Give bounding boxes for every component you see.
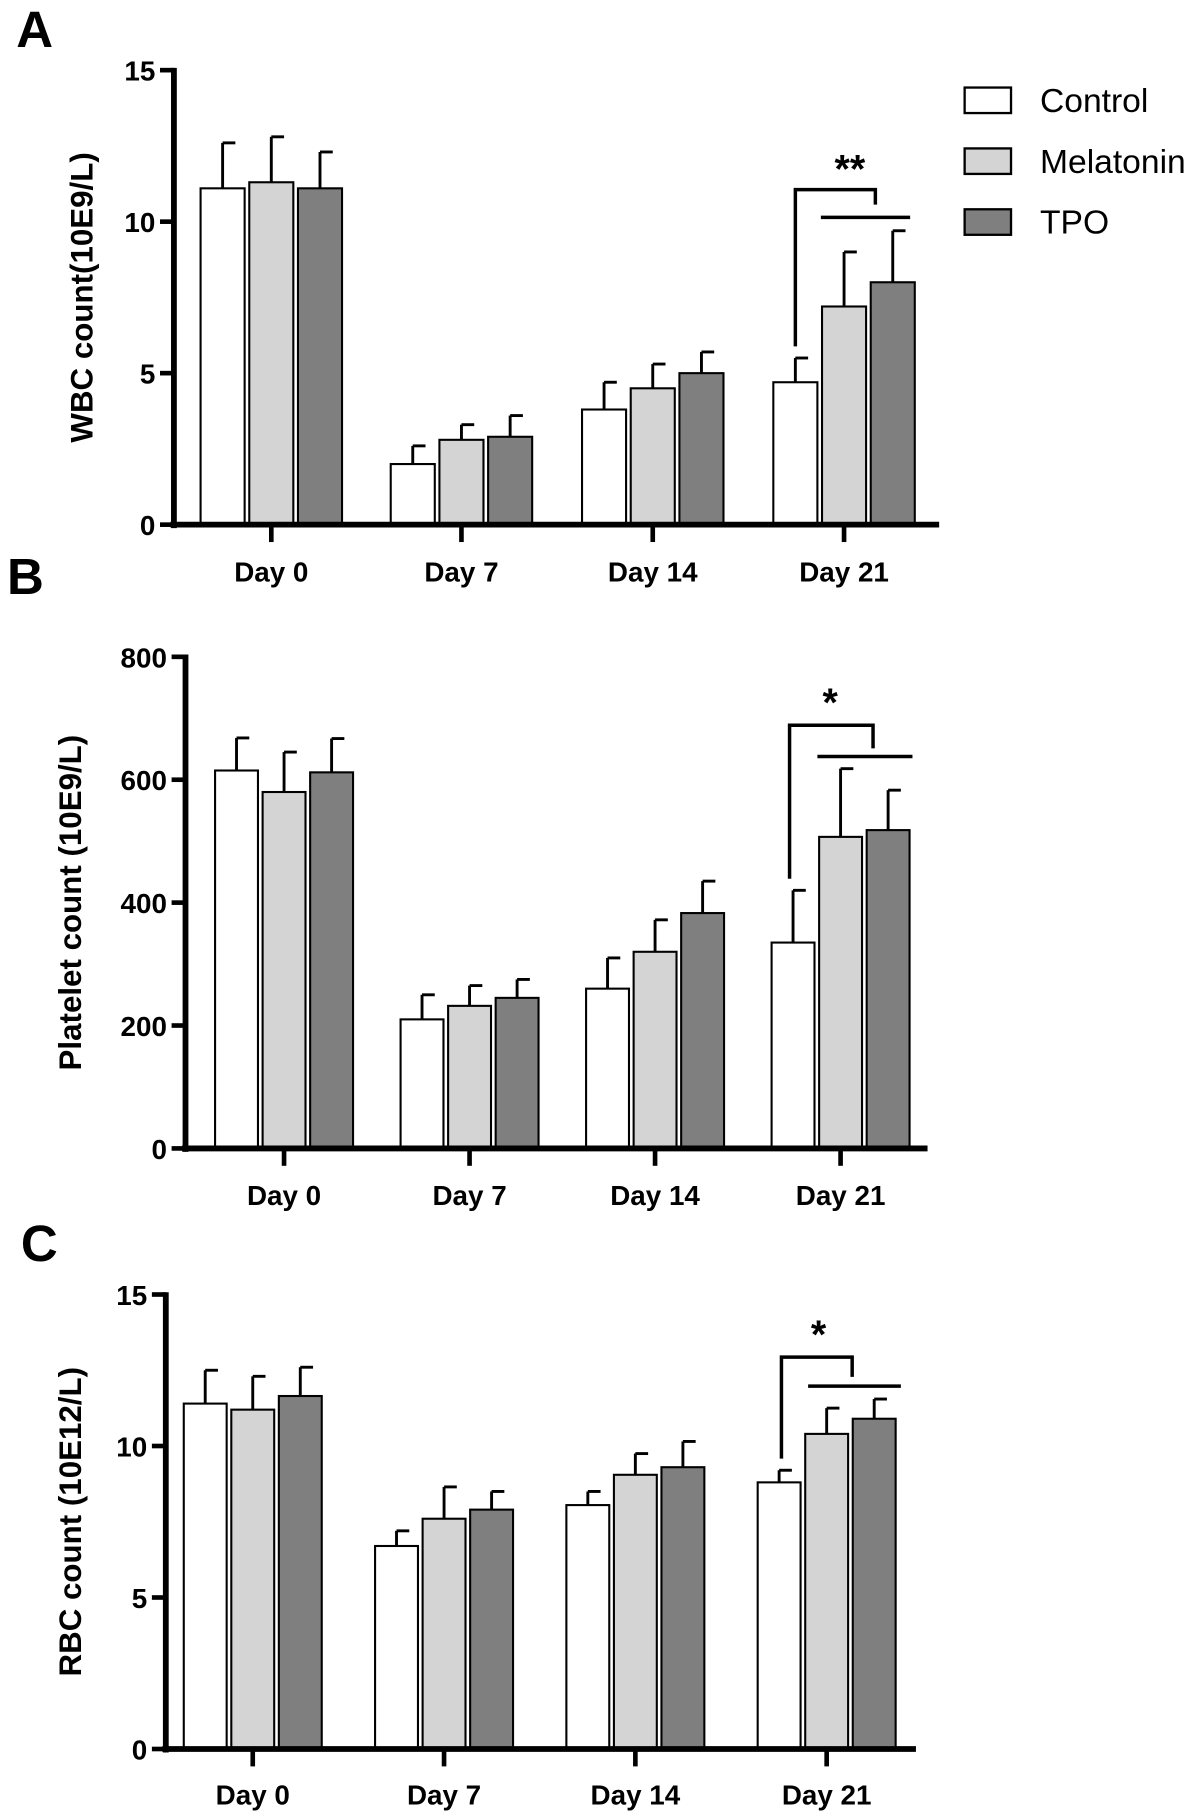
legend: Control Melatonin TPO [963, 83, 1186, 242]
legend-label: Control [1040, 83, 1148, 120]
bar-control-day-21 [756, 1481, 802, 1751]
x-tick-label: Day 0 [234, 556, 308, 587]
bar-control-day-0 [182, 1402, 228, 1751]
y-axis-label: WBC count(10E9/L) [65, 152, 100, 442]
bar-control-day-0 [214, 769, 260, 1150]
y-tick-label: 15 [116, 1280, 147, 1311]
y-tick-label: 0 [140, 510, 155, 541]
panel-letter: B [7, 548, 44, 605]
significance-annotation: * [811, 1313, 827, 1357]
bar-control-day-14 [565, 1504, 611, 1751]
bar-melatonin-day-7 [447, 1004, 493, 1150]
x-tick-label: Day 14 [608, 556, 698, 587]
y-tick-label: 5 [132, 1583, 147, 1614]
y-tick-label: 10 [124, 207, 155, 238]
legend-swatch-tpo [963, 208, 1013, 236]
bar-melatonin-day-14 [629, 387, 676, 526]
y-tick-label: 800 [121, 642, 167, 673]
bar-melatonin-day-7 [421, 1517, 467, 1751]
y-tick-label: 0 [132, 1734, 147, 1765]
bar-control-day-7 [374, 1544, 420, 1751]
bar-tpo-day-14 [678, 372, 725, 526]
y-axis-label: Platelet count (10E9/L) [53, 735, 88, 1071]
bar-tpo-day-7 [494, 996, 540, 1150]
bar-tpo-day-0 [296, 187, 344, 526]
bar-tpo-day-21 [851, 1417, 897, 1751]
bar-control-day-14 [585, 987, 631, 1150]
bar-melatonin-day-7 [438, 438, 485, 526]
bar-tpo-day-21 [869, 281, 916, 526]
y-tick-label: 200 [121, 1011, 167, 1042]
bar-tpo-day-14 [660, 1466, 706, 1751]
legend-label: Melatonin [1040, 144, 1186, 181]
bar-melatonin-day-14 [632, 950, 678, 1150]
panel-letter: A [16, 1, 53, 58]
y-tick-label: 600 [121, 765, 167, 796]
x-tick-label: Day 7 [407, 1780, 481, 1811]
y-tick-label: 400 [121, 888, 167, 919]
bar-tpo-day-21 [865, 829, 911, 1150]
bar-control-day-7 [399, 1018, 445, 1150]
bar-control-day-14 [580, 408, 628, 526]
x-tick-label: Day 0 [216, 1780, 290, 1811]
bar-control-day-0 [199, 187, 246, 526]
bar-melatonin-day-0 [261, 790, 307, 1150]
bar-melatonin-day-21 [804, 1432, 850, 1751]
bar-control-day-7 [389, 463, 436, 526]
x-tick-label: Day 21 [782, 1780, 872, 1811]
significance-annotation: * [822, 681, 838, 725]
y-tick-label: 15 [124, 56, 155, 87]
x-tick-label: Day 21 [799, 556, 889, 587]
x-tick-label: Day 21 [796, 1180, 886, 1211]
y-tick-label: 5 [140, 359, 155, 390]
panel-A: A 0 5 10 15 Day 0 Day 7 Day 14 Day 21 WBC count(1… [16, 1, 940, 587]
bar-melatonin-day-0 [248, 181, 295, 526]
bar-tpo-day-7 [469, 1508, 515, 1751]
y-axis-label: RBC count (10E12/L) [53, 1367, 88, 1677]
legend-label: TPO [1040, 205, 1109, 242]
bar-melatonin-day-0 [230, 1408, 276, 1751]
legend-swatch-melatonin [963, 147, 1013, 176]
bar-tpo-day-14 [680, 912, 726, 1150]
bar-control-day-21 [770, 941, 816, 1150]
bar-control-day-21 [772, 381, 819, 526]
significance-bracket [787, 723, 875, 879]
significance-bracket [779, 1355, 854, 1459]
x-tick-label: Day 14 [610, 1180, 700, 1211]
y-tick-label: 0 [151, 1134, 166, 1165]
panel-letter: C [21, 1215, 58, 1272]
legend-swatch-control [963, 86, 1013, 115]
bar-melatonin-day-21 [820, 305, 868, 526]
bar-melatonin-day-14 [612, 1473, 658, 1751]
bar-tpo-day-0 [309, 771, 355, 1150]
bar-tpo-day-7 [487, 435, 534, 526]
x-tick-label: Day 0 [247, 1180, 321, 1211]
bar-tpo-day-0 [277, 1394, 323, 1751]
x-tick-label: Day 7 [424, 556, 498, 587]
x-tick-label: Day 7 [432, 1180, 506, 1211]
panel-C: C 0 5 10 15 Day 0 Day 7 Day 14 Day 21 RBC count (… [21, 1215, 916, 1811]
panel-B: B 0 200 400 600 800 Day 0 Day 7 Day 14 Day 21 Plat… [7, 548, 928, 1211]
y-tick-label: 10 [116, 1431, 147, 1462]
significance-annotation: ** [835, 148, 866, 192]
bar-melatonin-day-21 [818, 835, 864, 1150]
x-tick-label: Day 14 [591, 1780, 681, 1811]
significance-bracket [793, 187, 878, 347]
